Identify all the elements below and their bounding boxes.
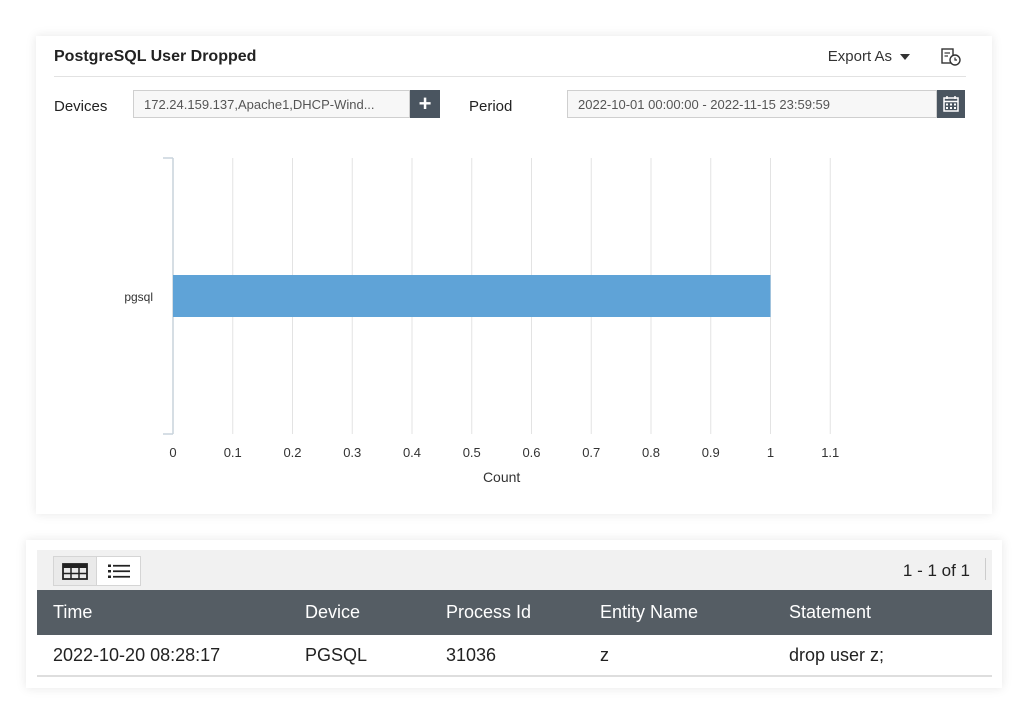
x-tick-label: 0 bbox=[169, 445, 176, 460]
column-header-process-id[interactable]: Process Id bbox=[430, 590, 584, 635]
card-header: PostgreSQL User Dropped Export As bbox=[54, 36, 966, 77]
export-as-label: Export As bbox=[827, 48, 892, 65]
devices-label: Devices bbox=[54, 98, 108, 115]
column-header-entity-name[interactable]: Entity Name bbox=[584, 590, 773, 635]
cell-time: 2022-10-20 08:28:17 bbox=[37, 635, 289, 677]
schedule-report-icon[interactable] bbox=[940, 47, 962, 67]
column-header-device[interactable]: Device bbox=[289, 590, 430, 635]
x-tick-label: 0.1 bbox=[224, 445, 242, 460]
x-tick-label: 1.1 bbox=[821, 445, 839, 460]
x-axis-label: Count bbox=[483, 469, 520, 485]
table-view-button[interactable] bbox=[54, 557, 97, 585]
column-header-time[interactable]: Time bbox=[37, 590, 289, 635]
pagination-summary: 1 - 1 of 1 bbox=[902, 561, 970, 580]
bar bbox=[173, 275, 771, 317]
calendar-button[interactable] bbox=[937, 90, 965, 118]
x-tick-label: 0.3 bbox=[343, 445, 361, 460]
table-row: 2022-10-20 08:28:17 PGSQL 31036 z drop u… bbox=[37, 635, 992, 677]
view-toggle bbox=[53, 556, 141, 586]
table-toolbar: 1 - 1 of 1 bbox=[37, 550, 992, 590]
add-device-button[interactable]: + bbox=[410, 90, 440, 118]
x-tick-label: 0.8 bbox=[642, 445, 660, 460]
x-tick-label: 0.7 bbox=[582, 445, 600, 460]
data-table-panel: 1 - 1 of 1 Time Device Process Id Entity… bbox=[26, 540, 1002, 688]
report-title: PostgreSQL User Dropped bbox=[54, 48, 257, 65]
report-card: PostgreSQL User Dropped Export As Device… bbox=[36, 36, 992, 514]
chevron-down-icon bbox=[900, 54, 910, 61]
period-label: Period bbox=[469, 98, 513, 115]
table-grid-icon bbox=[62, 563, 88, 580]
category-label: pgsql bbox=[124, 290, 153, 304]
x-tick-label: 0.2 bbox=[283, 445, 301, 460]
x-tick-label: 0.9 bbox=[702, 445, 720, 460]
cell-device: PGSQL bbox=[289, 635, 430, 677]
x-tick-label: 0.4 bbox=[403, 445, 421, 460]
x-tick-label: 0.5 bbox=[463, 445, 481, 460]
cell-process-id: 31036 bbox=[430, 635, 584, 677]
cell-entity-name: z bbox=[584, 635, 773, 677]
x-tick-label: 0.6 bbox=[522, 445, 540, 460]
list-icon bbox=[108, 564, 130, 578]
table-header-row: Time Device Process Id Entity Name State… bbox=[37, 590, 992, 635]
export-as-dropdown[interactable]: Export As bbox=[828, 48, 910, 65]
calendar-icon bbox=[943, 96, 959, 112]
divider bbox=[985, 558, 986, 580]
cell-statement: drop user z; bbox=[773, 635, 992, 677]
results-table: Time Device Process Id Entity Name State… bbox=[37, 590, 992, 677]
period-field[interactable]: 2022-10-01 00:00:00 - 2022-11-15 23:59:5… bbox=[567, 90, 937, 118]
filter-row: Devices 172.24.159.137,Apache1,DHCP-Wind… bbox=[54, 90, 966, 120]
bar-chart: pgsql 0 0.1 0.2 0.3 0.4 0.5 0.6 0.7 0.8 0.9 1 1.1 Cou… bbox=[124, 157, 839, 485]
column-header-statement[interactable]: Statement bbox=[773, 590, 992, 635]
x-tick-label: 1 bbox=[767, 445, 774, 460]
list-view-button[interactable] bbox=[98, 557, 141, 585]
devices-field[interactable]: 172.24.159.137,Apache1,DHCP-Wind... bbox=[133, 90, 410, 118]
